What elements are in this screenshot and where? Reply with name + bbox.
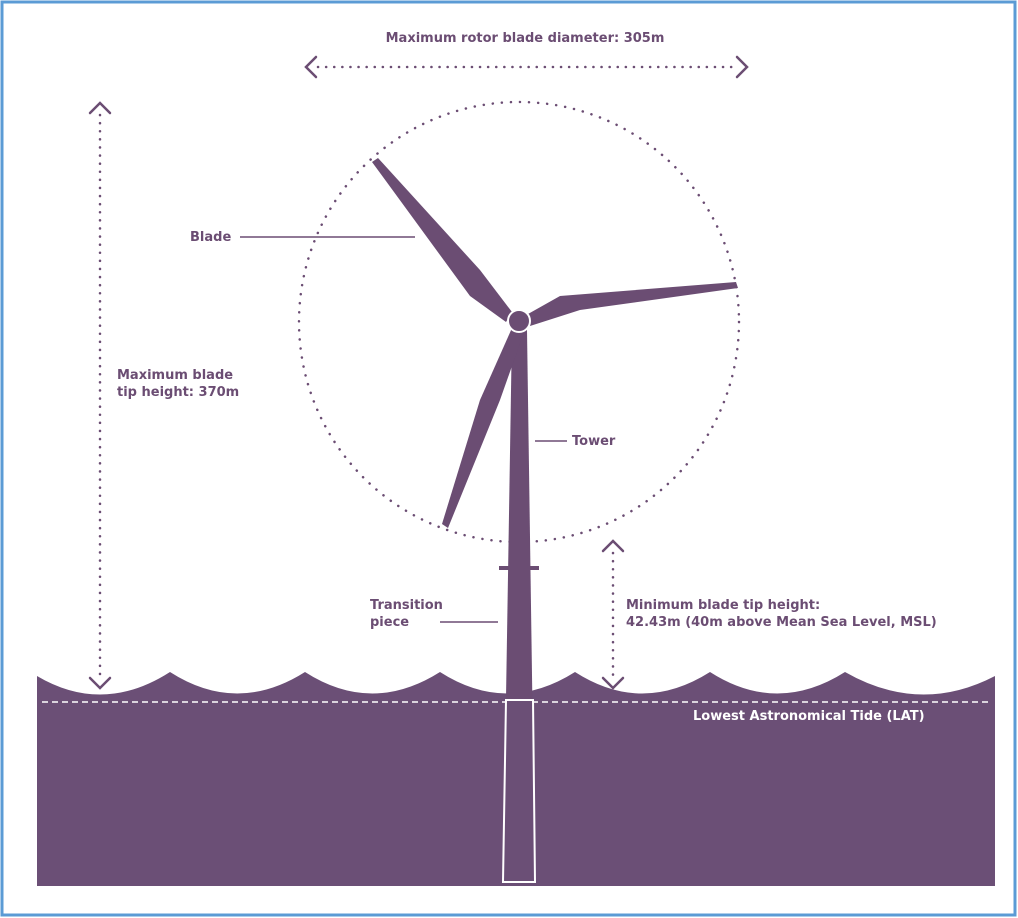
min-height-label: 42.43m (40m above Mean Sea Level, MSL) — [626, 615, 937, 630]
dimension-arrows — [88, 55, 749, 690]
blade — [372, 158, 512, 322]
transition-band — [499, 566, 539, 570]
min-height-label: Minimum blade tip height: — [626, 598, 820, 613]
blade-label: Blade — [190, 230, 231, 245]
arrow-head — [88, 101, 112, 115]
arrow-head — [735, 55, 749, 79]
max-height-label: Maximum blade — [117, 368, 233, 383]
arrow-head — [601, 539, 625, 553]
hub — [507, 309, 531, 333]
arrow-head — [88, 676, 112, 690]
arrow-head — [304, 55, 318, 79]
blade — [528, 282, 738, 326]
blade — [442, 328, 524, 528]
max-height-label: tip height: 370m — [117, 385, 239, 400]
transition-label: piece — [370, 615, 409, 630]
tower-label: Tower — [572, 434, 616, 449]
arrow-head — [601, 676, 625, 690]
rotor-diameter-label: Maximum rotor blade diameter: 305m — [386, 31, 665, 46]
transition-label: Transition — [370, 598, 443, 613]
leader-lines — [240, 236, 567, 623]
tower-submerged — [501, 699, 537, 883]
lat-label: Lowest Astronomical Tide (LAT) — [693, 709, 925, 724]
